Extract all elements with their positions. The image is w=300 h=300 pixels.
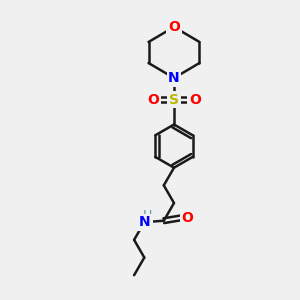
Text: H: H <box>142 209 152 222</box>
Text: O: O <box>168 20 180 34</box>
Text: N: N <box>168 71 180 85</box>
Text: O: O <box>181 211 193 225</box>
Text: S: S <box>169 93 179 106</box>
Text: O: O <box>147 93 159 106</box>
Text: O: O <box>189 93 201 106</box>
Text: N: N <box>139 215 150 229</box>
